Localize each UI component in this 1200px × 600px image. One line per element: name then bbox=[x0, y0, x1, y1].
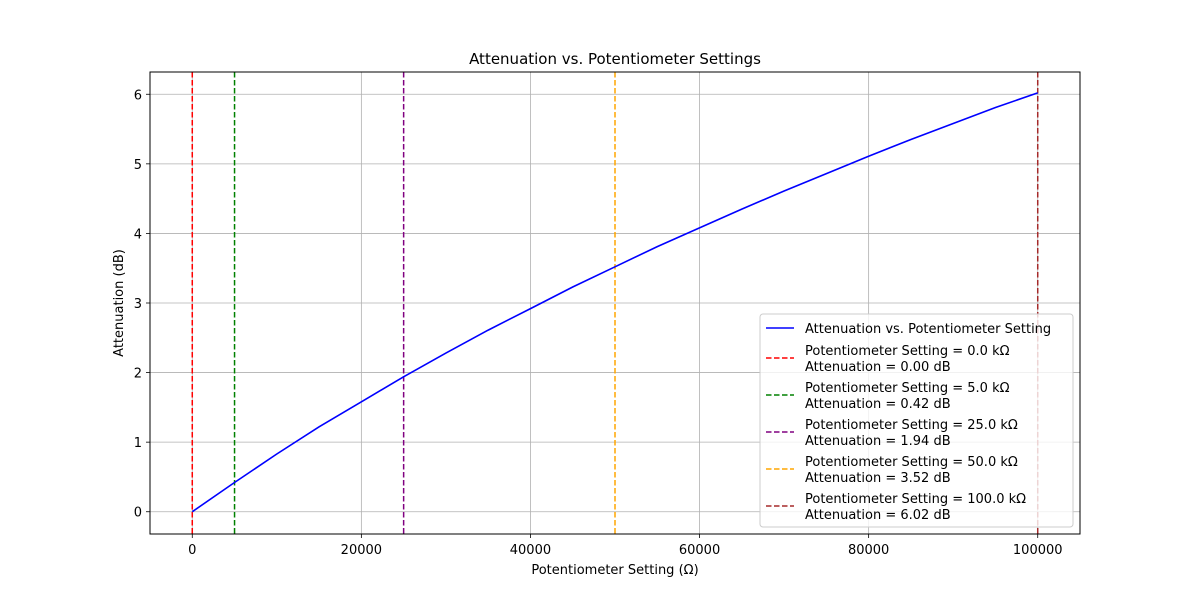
x-tick-label: 40000 bbox=[510, 543, 551, 558]
x-axis-label: Potentiometer Setting (Ω) bbox=[531, 563, 698, 578]
y-tick-label: 6 bbox=[134, 88, 142, 103]
legend: Attenuation vs. Potentiometer Setting Pot… bbox=[759, 313, 1074, 528]
y-tick-label: 2 bbox=[134, 367, 142, 382]
y-tick-label: 4 bbox=[134, 227, 142, 242]
x-tick-label: 60000 bbox=[679, 543, 720, 558]
x-axis-ticks: 0 20000 40000 60000 80000 100000 bbox=[188, 534, 1063, 558]
legend-label-marker-attenuation: Attenuation = 0.42 dB bbox=[805, 397, 951, 412]
legend-label-marker-attenuation: Attenuation = 6.02 dB bbox=[805, 508, 951, 523]
x-tick-label: 0 bbox=[188, 543, 196, 558]
legend-box bbox=[759, 313, 1074, 528]
y-axis-ticks: 0 1 2 3 4 5 6 bbox=[134, 88, 150, 521]
legend-label-marker-setting: Potentiometer Setting = 0.0 kΩ bbox=[805, 344, 1010, 359]
y-axis-label: Attenuation (dB) bbox=[112, 249, 127, 357]
legend-label-marker-attenuation: Attenuation = 0.00 dB bbox=[805, 360, 951, 375]
x-tick-label: 100000 bbox=[1013, 543, 1063, 558]
y-tick-label: 3 bbox=[134, 297, 142, 312]
legend-label-series: Attenuation vs. Potentiometer Setting bbox=[805, 322, 1051, 337]
x-tick-label: 80000 bbox=[848, 543, 889, 558]
legend-label-marker-attenuation: Attenuation = 1.94 dB bbox=[805, 434, 951, 449]
x-tick-label: 20000 bbox=[341, 543, 382, 558]
chart-title: Attenuation vs. Potentiometer Settings bbox=[469, 50, 761, 68]
y-tick-label: 1 bbox=[134, 436, 142, 451]
attenuation-line bbox=[191, 92, 1038, 513]
legend-label-marker-setting: Potentiometer Setting = 25.0 kΩ bbox=[805, 418, 1018, 433]
legend-label-marker-setting: Potentiometer Setting = 100.0 kΩ bbox=[805, 492, 1026, 507]
y-tick-label: 5 bbox=[134, 158, 142, 173]
series-lines bbox=[191, 92, 1038, 513]
y-tick-label: 0 bbox=[134, 506, 142, 521]
legend-label-marker-attenuation: Attenuation = 3.52 dB bbox=[805, 471, 951, 486]
legend-label-marker-setting: Potentiometer Setting = 5.0 kΩ bbox=[805, 381, 1010, 396]
legend-label-marker-setting: Potentiometer Setting = 50.0 kΩ bbox=[805, 455, 1018, 470]
